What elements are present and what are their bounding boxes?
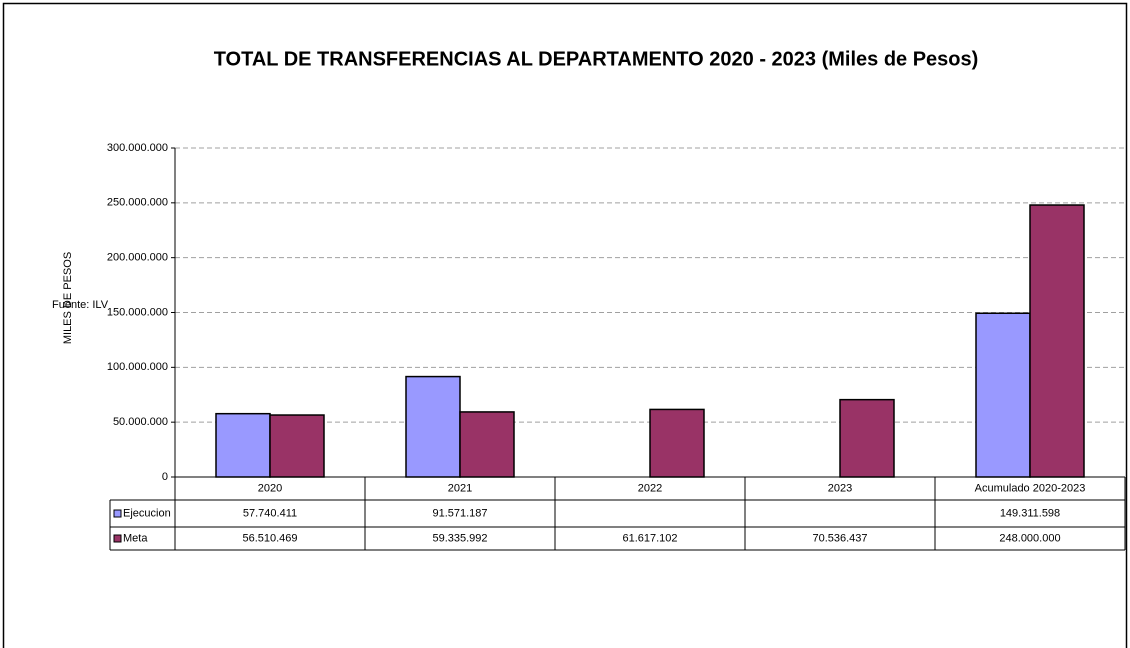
y-tick-label: 150.000.000 xyxy=(107,306,168,318)
y-tick-label: 0 xyxy=(162,471,168,483)
bar xyxy=(269,414,325,478)
legend-label: Ejecucion xyxy=(123,507,171,519)
y-tick-label: 200.000.000 xyxy=(107,252,168,264)
bar xyxy=(649,408,705,478)
bar xyxy=(839,398,895,478)
y-tick-label: 100.000.000 xyxy=(107,361,168,373)
table-value: 56.510.469 xyxy=(242,532,297,544)
x-tick-label: Acumulado 2020-2023 xyxy=(975,482,1086,494)
bar xyxy=(459,411,515,478)
x-tick-label: 2021 xyxy=(448,482,472,494)
table-value: 248.000.000 xyxy=(999,532,1060,544)
x-tick-label: 2020 xyxy=(258,482,282,494)
chart-title: TOTAL DE TRANSFERENCIAS AL DEPARTAMENTO … xyxy=(214,48,979,70)
bar xyxy=(975,312,1031,478)
legend-label: Meta xyxy=(123,532,148,544)
table-value: 70.536.437 xyxy=(812,532,867,544)
y-axis-label: MILES DE PESOS xyxy=(62,252,74,344)
table-value: 91.571.187 xyxy=(432,507,487,519)
y-tick-label: 250.000.000 xyxy=(107,197,168,209)
annotation: Fuente: ILV xyxy=(52,299,109,311)
bar xyxy=(215,412,271,478)
bar xyxy=(1029,204,1085,478)
table-value: 59.335.992 xyxy=(432,532,487,544)
x-tick-label: 2022 xyxy=(638,482,662,494)
y-tick-label: 300.000.000 xyxy=(107,142,168,154)
bar xyxy=(405,375,461,478)
table-value: 149.311.598 xyxy=(1000,507,1060,519)
table-value: 57.740.411 xyxy=(243,507,297,519)
y-tick-label: 50.000.000 xyxy=(113,416,168,428)
legend-key xyxy=(113,509,122,518)
table-value: 61.617.102 xyxy=(622,532,677,544)
x-tick-label: 2023 xyxy=(828,482,852,494)
legend-key xyxy=(113,534,122,543)
